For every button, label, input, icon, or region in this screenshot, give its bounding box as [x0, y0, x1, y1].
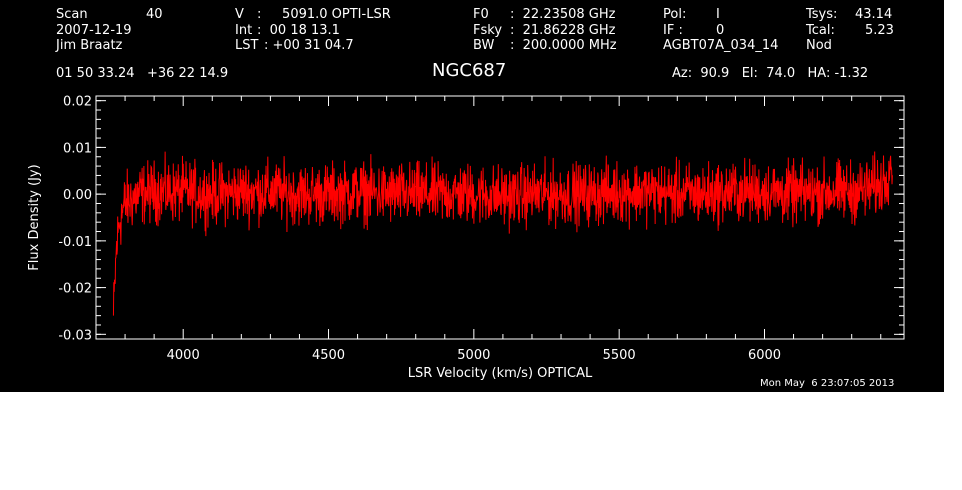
header-procedure: Nod: [806, 38, 832, 53]
y-tick-label: 0.01: [63, 141, 92, 156]
header-tsys-label: Tsys:: [806, 7, 838, 22]
header-if-value: 0: [716, 23, 725, 38]
header-scan-value: 40: [146, 7, 163, 22]
header-f0-value: : 22.23508 GHz: [510, 7, 616, 22]
x-tick-label: 4000: [167, 348, 200, 363]
header-tcal-label: Tcal:: [806, 23, 835, 38]
header-tsys-value: 43.14: [855, 7, 893, 22]
x-tick-label: 6000: [748, 348, 781, 363]
header-f0-label: F0: [473, 7, 489, 22]
y-tick-label: -0.01: [58, 235, 92, 250]
header-int-value: : 00 18 13.1: [257, 23, 340, 38]
header-bw-value: : 200.0000 MHz: [510, 38, 617, 53]
spectrum-chart: 4000 4500 5000 5500 6000 -0.03 -0.02 -0.01 0.00…: [27, 95, 905, 381]
header-lst-label: LST: [235, 38, 259, 53]
header-if-label: IF :: [663, 23, 683, 38]
y-tick-label: -0.03: [58, 328, 92, 343]
header-coordinates: 01 50 33.24 +36 22 14.9: [56, 66, 229, 81]
y-axis-label: Flux Density (Jy): [27, 164, 42, 270]
chart-title: NGC687: [432, 60, 507, 81]
x-tick-label: 5500: [603, 348, 636, 363]
x-axis-label: LSR Velocity (km/s) OPTICAL: [408, 366, 593, 381]
header-lst-value: : +00 31 04.7: [264, 38, 354, 53]
header-fsky-value: : 21.86228 GHz: [510, 23, 616, 38]
x-tick-label: 5000: [457, 348, 490, 363]
header-velocity-label: V: [235, 7, 244, 22]
header-date: 2007-12-19: [56, 23, 132, 38]
header-pointing: Az: 90.9 El: 74.0 HA: -1.32: [672, 66, 869, 81]
x-tick-label: 4500: [312, 348, 345, 363]
series-line: [112, 151, 893, 316]
header-velocity-value: : 5091.0 OPTI-LSR: [257, 7, 391, 22]
y-tick-label: -0.02: [58, 282, 92, 297]
y-tick-label: 0.02: [63, 95, 92, 110]
header-pol-label: Pol:: [663, 7, 687, 22]
y-tick-label: 0.00: [63, 188, 92, 203]
header-fsky-label: Fsky: [473, 23, 503, 38]
header-bw-label: BW: [473, 38, 495, 53]
footer-timestamp: Mon May 6 23:07:05 2013: [760, 378, 895, 389]
header-observer: Jim Braatz: [56, 38, 123, 53]
header-tcal-value: 5.23: [865, 23, 894, 38]
header-pol-value: I: [716, 7, 720, 22]
header-project-id: AGBT07A_034_14: [663, 38, 779, 53]
header-int-label: Int: [235, 23, 253, 38]
plot-frame: [95, 95, 905, 340]
header-scan-label: Scan: [56, 7, 88, 22]
